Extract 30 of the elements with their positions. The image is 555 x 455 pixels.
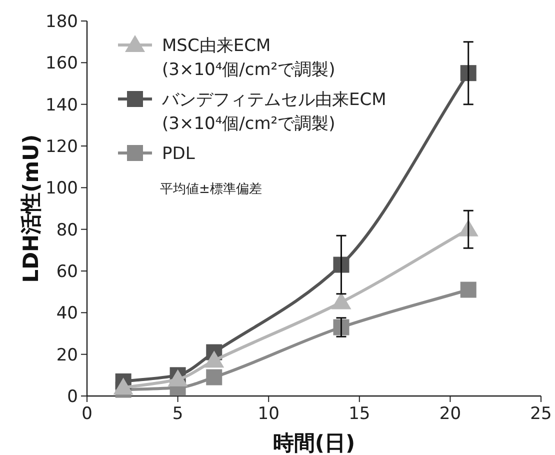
point bbox=[460, 65, 476, 82]
y-tick-label: 60 bbox=[56, 262, 78, 282]
y-tick-label: 100 bbox=[46, 178, 78, 199]
x-tick-label: 15 bbox=[348, 404, 370, 424]
annotation: 平均値±標準偏差 bbox=[160, 182, 262, 197]
y-tick-label: 120 bbox=[46, 137, 78, 157]
y-tick-label: 140 bbox=[46, 95, 78, 116]
y-tick-label: 40 bbox=[56, 304, 78, 324]
x-tick-label: 5 bbox=[172, 404, 184, 424]
point bbox=[204, 350, 224, 368]
legend-label: バンデフィテムセル由来ECM (3×10⁴個/cm²で調製) bbox=[161, 90, 386, 134]
x-tick-label: 0 bbox=[82, 404, 92, 424]
y-tick-label: 180 bbox=[46, 12, 78, 32]
point bbox=[168, 369, 188, 386]
y-tick-label: 0 bbox=[67, 387, 78, 407]
point bbox=[206, 369, 222, 386]
y-axis-title: LDH活性(mU) bbox=[19, 134, 43, 283]
x-tick-label: 10 bbox=[258, 404, 280, 424]
point bbox=[333, 319, 350, 336]
legend-label: MSC由来ECM (3×10⁴個/cm²で調製) bbox=[162, 36, 336, 80]
x-tick-label: 25 bbox=[530, 404, 552, 424]
y-tick-label: 20 bbox=[56, 345, 78, 366]
x-axis-title: 時間(日) bbox=[272, 431, 356, 455]
x-tick-label: 20 bbox=[439, 404, 462, 424]
point bbox=[113, 378, 134, 395]
point bbox=[460, 282, 476, 298]
legend-label: PDL bbox=[162, 144, 196, 164]
point bbox=[333, 256, 350, 273]
y-tick-label: 160 bbox=[46, 54, 78, 74]
y-tick-label: 80 bbox=[56, 220, 78, 240]
